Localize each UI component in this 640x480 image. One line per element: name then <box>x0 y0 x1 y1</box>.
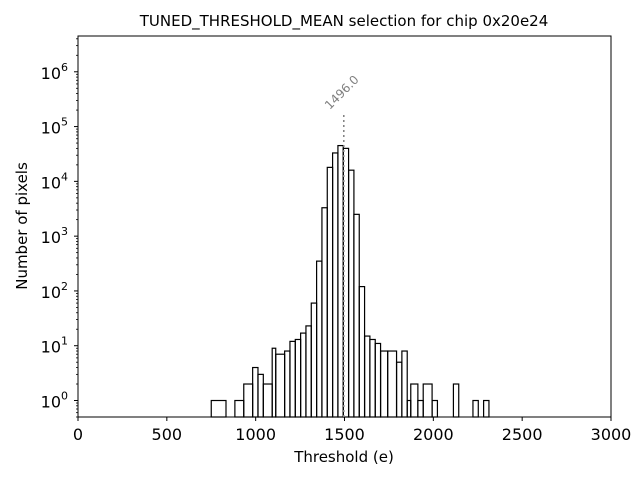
histogram-bin <box>310 302 318 418</box>
y-tick-label: 104 <box>41 170 68 192</box>
x-axis-label: Threshold (e) <box>293 448 394 466</box>
histogram-bin <box>395 361 403 418</box>
y-axis: 100 101 102 103 104 105 106 <box>41 38 78 418</box>
histogram-bin <box>252 366 259 418</box>
histogram-bin <box>234 399 245 418</box>
y-tick-label: 100 <box>41 390 68 412</box>
x-tick-label: 2000 <box>413 425 454 444</box>
histogram-bin <box>326 166 334 418</box>
histogram-bin <box>294 338 302 418</box>
histogram-bin <box>417 399 424 418</box>
threshold-marker: 1496.0 <box>322 73 362 417</box>
histogram-bin <box>369 338 376 418</box>
y-axis-label: Number of pixels <box>13 162 31 290</box>
y-tick-label: 105 <box>41 116 68 138</box>
histogram-bin <box>262 383 273 418</box>
histogram-bin <box>422 383 433 418</box>
histogram-bin <box>305 325 312 418</box>
x-tick-label: 3000 <box>591 425 632 444</box>
histogram-bin <box>331 152 339 418</box>
x-tick-label: 500 <box>152 425 183 444</box>
histogram-bin <box>363 335 371 418</box>
histogram-bin <box>387 350 398 418</box>
histogram-bin <box>243 383 254 418</box>
y-tick-label: 106 <box>41 61 68 83</box>
histogram-bin <box>483 399 490 418</box>
plot-area: 1496.0 <box>77 35 612 418</box>
histogram-bin <box>316 260 323 418</box>
histogram-bin <box>353 213 360 418</box>
histogram-bin <box>379 350 389 418</box>
histogram-bins <box>210 144 490 418</box>
x-axis: 0 500 1000 1500 2000 2500 3000 <box>73 417 631 444</box>
y-tick-label: 103 <box>41 225 68 247</box>
threshold-label: 1496.0 <box>322 73 362 113</box>
y-tick-label: 102 <box>41 280 68 302</box>
histogram-bin <box>374 342 382 418</box>
histogram-bin <box>472 399 479 418</box>
histogram-bin <box>358 285 366 418</box>
histogram-bin <box>300 332 307 418</box>
histogram-bin <box>289 340 296 418</box>
histogram-bin <box>401 350 408 418</box>
histogram-bin <box>347 169 355 418</box>
y-tick-label: 101 <box>41 335 68 357</box>
histogram-bin <box>210 399 227 418</box>
histogram-bin <box>257 373 264 418</box>
histogram-bin <box>452 383 460 418</box>
chart-title: TUNED_THRESHOLD_MEAN selection for chip … <box>139 12 549 31</box>
histogram-bin <box>275 353 286 418</box>
x-tick-label: 1500 <box>324 425 365 444</box>
x-tick-label: 2500 <box>502 425 543 444</box>
x-tick-label: 1000 <box>235 425 276 444</box>
histogram-bin <box>431 399 439 418</box>
histogram-bin <box>337 144 344 418</box>
histogram-bin <box>321 207 328 418</box>
histogram-bin <box>284 350 291 418</box>
histogram-bin <box>410 383 419 418</box>
x-tick-label: 0 <box>73 425 83 444</box>
